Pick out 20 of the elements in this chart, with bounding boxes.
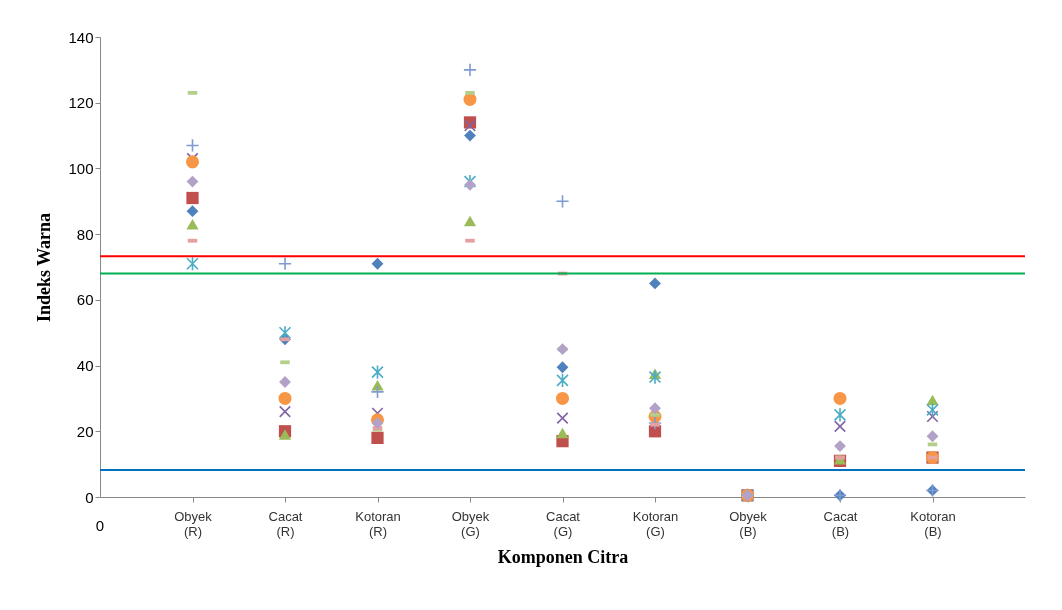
x-tick-label: Obyek (G) [451,508,490,539]
y-tick-label: 100 [68,159,94,177]
x-tick-label: Cacat (R) [268,508,303,539]
y-tick-label: 0 [85,488,94,506]
y-tick-label: 140 [68,28,94,46]
text: 0 [95,517,105,534]
x-axis-title: Komponen Citra [497,546,629,567]
y-tick-label: 40 [76,357,94,375]
x-tick-label: Kotoran (B) [910,508,956,539]
y-tick-label: 20 [76,422,94,440]
x-tick-label: Cacat (B) [823,508,858,539]
y-tick-label: 120 [68,94,94,112]
x-tick-label: Obyek (R) [174,508,213,539]
y-tick-label: 60 [76,291,94,309]
x-tick-label: Kotoran (G) [632,508,679,539]
y-axis-title: Indeks Warna [34,212,55,323]
x-tick-label: Obyek (B) [729,508,768,539]
x-tick-label: Kotoran (R) [355,508,401,539]
y-tick-label: 80 [76,225,94,243]
x-tick-label: Cacat (G) [546,508,581,539]
